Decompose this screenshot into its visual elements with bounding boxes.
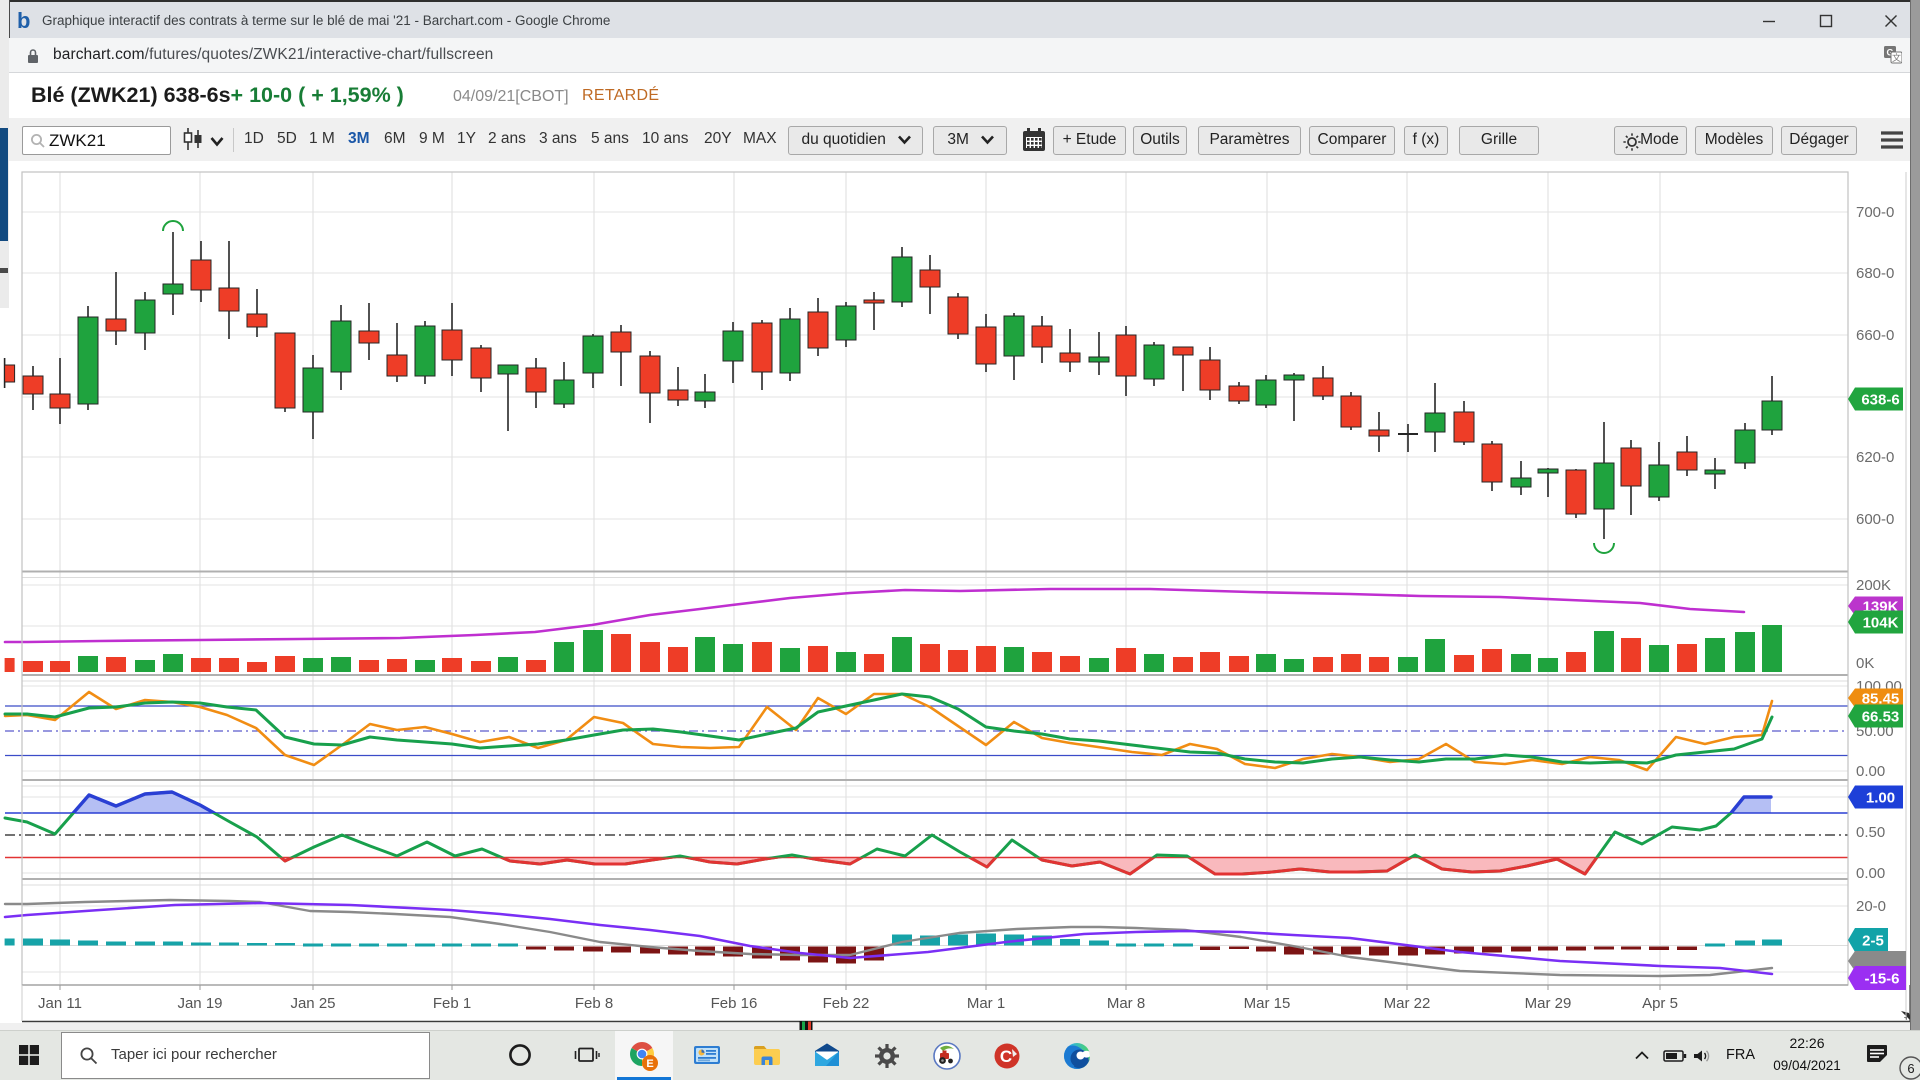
svg-text:Feb 22: Feb 22 bbox=[823, 995, 870, 1012]
svg-text:0.00: 0.00 bbox=[1856, 865, 1885, 882]
svg-text:-15-6: -15-6 bbox=[1864, 971, 1899, 988]
svg-text:Mar 22: Mar 22 bbox=[1384, 995, 1431, 1012]
svg-text:Feb 16: Feb 16 bbox=[711, 995, 758, 1012]
svg-text:1.00: 1.00 bbox=[1866, 790, 1895, 807]
svg-text:200K: 200K bbox=[1856, 577, 1891, 594]
svg-text:Jan 25: Jan 25 bbox=[290, 995, 335, 1012]
svg-text:20-0: 20-0 bbox=[1856, 898, 1886, 915]
svg-text:文: 文 bbox=[1892, 52, 1901, 63]
svg-text:Jan 19: Jan 19 bbox=[177, 995, 222, 1012]
svg-text:700-0: 700-0 bbox=[1856, 204, 1894, 221]
svg-text:Apr 5: Apr 5 bbox=[1642, 995, 1678, 1012]
svg-text:104K: 104K bbox=[1863, 615, 1899, 632]
svg-text:Mar 1: Mar 1 bbox=[967, 995, 1005, 1012]
svg-text:Jan 11: Jan 11 bbox=[38, 995, 82, 1012]
svg-text:0K: 0K bbox=[1856, 655, 1874, 672]
svg-text:Feb 8: Feb 8 bbox=[575, 995, 613, 1012]
svg-text:620-0: 620-0 bbox=[1856, 449, 1894, 466]
svg-text:66.53: 66.53 bbox=[1862, 709, 1900, 726]
svg-text:680-0: 680-0 bbox=[1856, 265, 1894, 282]
svg-text:E: E bbox=[646, 1058, 653, 1070]
svg-text:0.00: 0.00 bbox=[1856, 763, 1885, 780]
svg-text:0.50: 0.50 bbox=[1856, 824, 1885, 841]
svg-text:6: 6 bbox=[1907, 1061, 1914, 1076]
svg-text:600-0: 600-0 bbox=[1856, 511, 1894, 528]
svg-text:G: G bbox=[1886, 48, 1893, 58]
svg-text:Mar 15: Mar 15 bbox=[1244, 995, 1291, 1012]
svg-text:85.45: 85.45 bbox=[1862, 691, 1900, 708]
svg-text:638-6: 638-6 bbox=[1861, 392, 1899, 409]
svg-text:660-0: 660-0 bbox=[1856, 327, 1894, 344]
svg-text:Mar 29: Mar 29 bbox=[1525, 995, 1572, 1012]
svg-text:C: C bbox=[1000, 1047, 1012, 1066]
svg-text:Feb 1: Feb 1 bbox=[433, 995, 471, 1012]
svg-text:2-5: 2-5 bbox=[1862, 933, 1884, 950]
svg-text:Mar 8: Mar 8 bbox=[1107, 995, 1145, 1012]
